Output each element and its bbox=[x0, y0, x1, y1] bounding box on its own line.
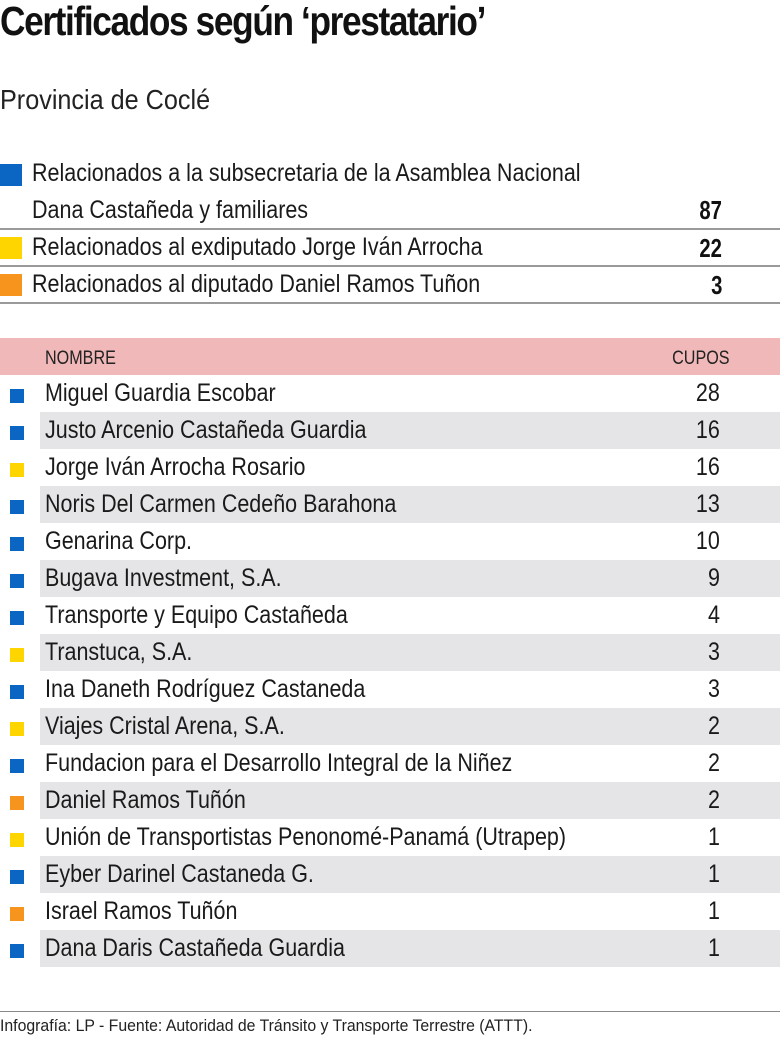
row-cupos: 1 bbox=[708, 860, 720, 888]
table-row: Transtuca, S.A. 3 bbox=[0, 634, 780, 671]
table-header: NOMBRE CUPOS bbox=[0, 338, 780, 375]
group-marker-blue-icon bbox=[10, 537, 24, 551]
table-row: Fundacion para el Desarrollo Integral de… bbox=[0, 745, 780, 782]
column-header-cupos: CUPOS bbox=[672, 348, 730, 369]
table-row: Genarina Corp. 10 bbox=[0, 523, 780, 560]
row-cupos: 4 bbox=[708, 601, 720, 629]
row-cupos: 2 bbox=[708, 749, 720, 777]
row-name: Daniel Ramos Tuñón bbox=[45, 786, 246, 814]
table-row: Justo Arcenio Castañeda Guardia 16 bbox=[0, 412, 780, 449]
group-marker-blue-icon bbox=[10, 389, 24, 403]
legend-item-arrocha: Relacionados al exdiputado Jorge Iván Ar… bbox=[0, 230, 780, 267]
source-credit: Infografía: LP - Fuente: Autoridad de Tr… bbox=[0, 1016, 533, 1035]
row-cupos: 28 bbox=[696, 379, 720, 407]
row-name: Israel Ramos Tuñón bbox=[45, 897, 238, 925]
column-header-nombre: NOMBRE bbox=[45, 348, 116, 369]
legend-label: Relacionados al diputado Daniel Ramos Tu… bbox=[32, 270, 481, 298]
table-row: Jorge Iván Arrocha Rosario 16 bbox=[0, 449, 780, 486]
legend-label-line1: Relacionados a la subsecretaria de la As… bbox=[32, 159, 581, 187]
legend-item-castaneda: Relacionados a la subsecretaria de la As… bbox=[0, 156, 780, 230]
group-marker-blue-icon bbox=[10, 759, 24, 773]
table-row: Miguel Guardia Escobar 28 bbox=[0, 375, 780, 412]
row-cupos: 3 bbox=[708, 675, 720, 703]
row-name: Genarina Corp. bbox=[45, 527, 193, 555]
group-marker-blue-icon bbox=[10, 500, 24, 514]
group-marker-yellow-icon bbox=[10, 833, 24, 847]
row-name: Unión de Transportistas Penonomé-Panamá … bbox=[45, 823, 567, 851]
legend-item-ramos: Relacionados al diputado Daniel Ramos Tu… bbox=[0, 267, 780, 304]
group-marker-orange-icon bbox=[10, 796, 24, 810]
certificates-table: NOMBRE CUPOS Miguel Guardia Escobar 28 Jus… bbox=[0, 338, 780, 967]
table-row: Dana Daris Castañeda Guardia 1 bbox=[0, 930, 780, 967]
table-body: Miguel Guardia Escobar 28 Justo Arcenio Ca… bbox=[0, 375, 780, 967]
row-cupos: 1 bbox=[708, 823, 720, 851]
table-row: Viajes Cristal Arena, S.A. 2 bbox=[0, 708, 780, 745]
legend-label-line2: Dana Castañeda y familiares bbox=[32, 196, 309, 224]
row-name: Viajes Cristal Arena, S.A. bbox=[45, 712, 285, 740]
row-cupos: 16 bbox=[696, 453, 720, 481]
page-subtitle: Provincia de Coclé bbox=[0, 84, 211, 115]
row-name: Eyber Darinel Castaneda G. bbox=[45, 860, 314, 888]
group-marker-blue-icon bbox=[10, 611, 24, 625]
row-name: Bugava Investment, S.A. bbox=[45, 564, 282, 592]
group-marker-yellow-icon bbox=[10, 648, 24, 662]
row-name: Ina Daneth Rodríguez Castaneda bbox=[45, 675, 366, 703]
page-title: Certificados según ‘prestatario’ bbox=[0, 0, 486, 44]
table-row: Bugava Investment, S.A. 9 bbox=[0, 560, 780, 597]
row-cupos: 1 bbox=[708, 897, 720, 925]
row-background bbox=[40, 486, 780, 523]
legend-total: 87 bbox=[699, 195, 722, 225]
row-name: Dana Daris Castañeda Guardia bbox=[45, 934, 345, 962]
row-cupos: 2 bbox=[708, 712, 720, 740]
group-marker-blue-icon bbox=[10, 944, 24, 958]
row-background bbox=[40, 560, 780, 597]
table-row: Noris Del Carmen Cedeño Barahona 13 bbox=[0, 486, 780, 523]
row-background bbox=[40, 782, 780, 819]
footer-divider bbox=[0, 1011, 780, 1012]
row-cupos: 9 bbox=[708, 564, 720, 592]
row-cupos: 2 bbox=[708, 786, 720, 814]
group-marker-blue-icon bbox=[10, 870, 24, 884]
row-name: Transtuca, S.A. bbox=[45, 638, 193, 666]
group-marker-yellow-icon bbox=[10, 722, 24, 736]
row-cupos: 10 bbox=[696, 527, 720, 555]
legend-swatch-blue bbox=[0, 164, 22, 186]
table-row: Unión de Transportistas Penonomé-Panamá … bbox=[0, 819, 780, 856]
legend: Relacionados a la subsecretaria de la As… bbox=[0, 156, 780, 304]
row-background bbox=[40, 634, 780, 671]
group-marker-yellow-icon bbox=[10, 463, 24, 477]
row-name: Transporte y Equipo Castañeda bbox=[45, 601, 348, 629]
legend-label: Relacionados al exdiputado Jorge Iván Ar… bbox=[32, 233, 483, 261]
group-marker-blue-icon bbox=[10, 574, 24, 588]
group-marker-blue-icon bbox=[10, 426, 24, 440]
table-row: Israel Ramos Tuñón 1 bbox=[0, 893, 780, 930]
row-name: Miguel Guardia Escobar bbox=[45, 379, 276, 407]
legend-total: 3 bbox=[710, 270, 722, 300]
row-name: Fundacion para el Desarrollo Integral de… bbox=[45, 749, 513, 777]
row-name: Jorge Iván Arrocha Rosario bbox=[45, 453, 306, 481]
group-marker-blue-icon bbox=[10, 685, 24, 699]
row-name: Justo Arcenio Castañeda Guardia bbox=[45, 416, 367, 444]
row-cupos: 13 bbox=[696, 490, 720, 518]
legend-swatch-yellow bbox=[0, 237, 22, 259]
row-background bbox=[40, 856, 780, 893]
legend-swatch-orange bbox=[0, 274, 22, 296]
row-background bbox=[40, 930, 780, 967]
row-background bbox=[40, 412, 780, 449]
table-row: Eyber Darinel Castaneda G. 1 bbox=[0, 856, 780, 893]
row-cupos: 1 bbox=[708, 934, 720, 962]
row-name: Noris Del Carmen Cedeño Barahona bbox=[45, 490, 397, 518]
legend-total: 22 bbox=[699, 233, 722, 263]
table-row: Daniel Ramos Tuñón 2 bbox=[0, 782, 780, 819]
row-cupos: 16 bbox=[696, 416, 720, 444]
group-marker-orange-icon bbox=[10, 907, 24, 921]
table-row: Transporte y Equipo Castañeda 4 bbox=[0, 597, 780, 634]
table-row: Ina Daneth Rodríguez Castaneda 3 bbox=[0, 671, 780, 708]
row-cupos: 3 bbox=[708, 638, 720, 666]
row-background bbox=[40, 708, 780, 745]
